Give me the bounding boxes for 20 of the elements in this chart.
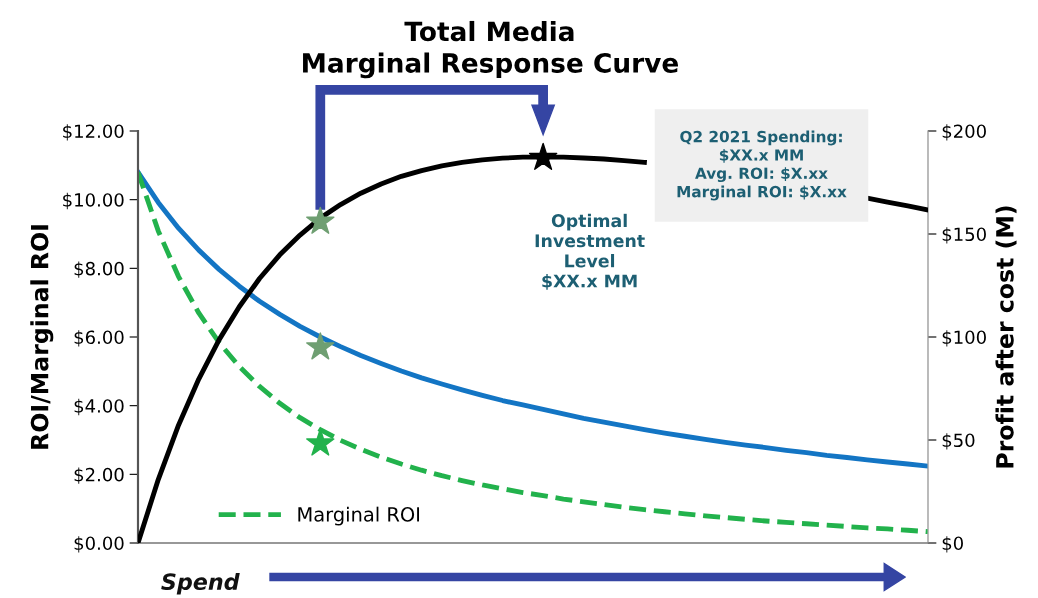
y-tick-label: $8.00 xyxy=(74,261,124,278)
annotation: Optimal Investment Level $XX.x MM xyxy=(535,213,645,290)
legend-label: Marginal ROI xyxy=(298,506,420,526)
y2-tick-label: $150 xyxy=(942,227,986,244)
y-tick-label: $0.00 xyxy=(74,536,124,553)
y-tick-label: $12.00 xyxy=(63,124,124,141)
y2-tick-label: $100 xyxy=(942,330,986,347)
y-axis-title: ROI/Marginal ROI xyxy=(30,225,54,449)
y-tick-label: $6.00 xyxy=(74,330,124,347)
line-series xyxy=(138,169,928,469)
y-tick-label: $2.00 xyxy=(74,467,124,484)
chart-title: Total Media Marginal Response Curve xyxy=(303,20,678,79)
text: Spend xyxy=(161,572,240,595)
y2-tick-label: $200 xyxy=(942,124,986,141)
annotation: Q2 2021 Spending: $XX.x MM Avg. ROI: $X.xx Marginal ROI: $X.xx xyxy=(677,130,847,201)
y-tick-label: $10.00 xyxy=(63,192,124,210)
y2-tick-label: $0 xyxy=(942,536,963,553)
y2-axis-title: Profit after cost (M) xyxy=(995,206,1017,468)
y-tick-label: $4.00 xyxy=(74,398,124,416)
y2-tick-label: $50 xyxy=(942,433,975,450)
